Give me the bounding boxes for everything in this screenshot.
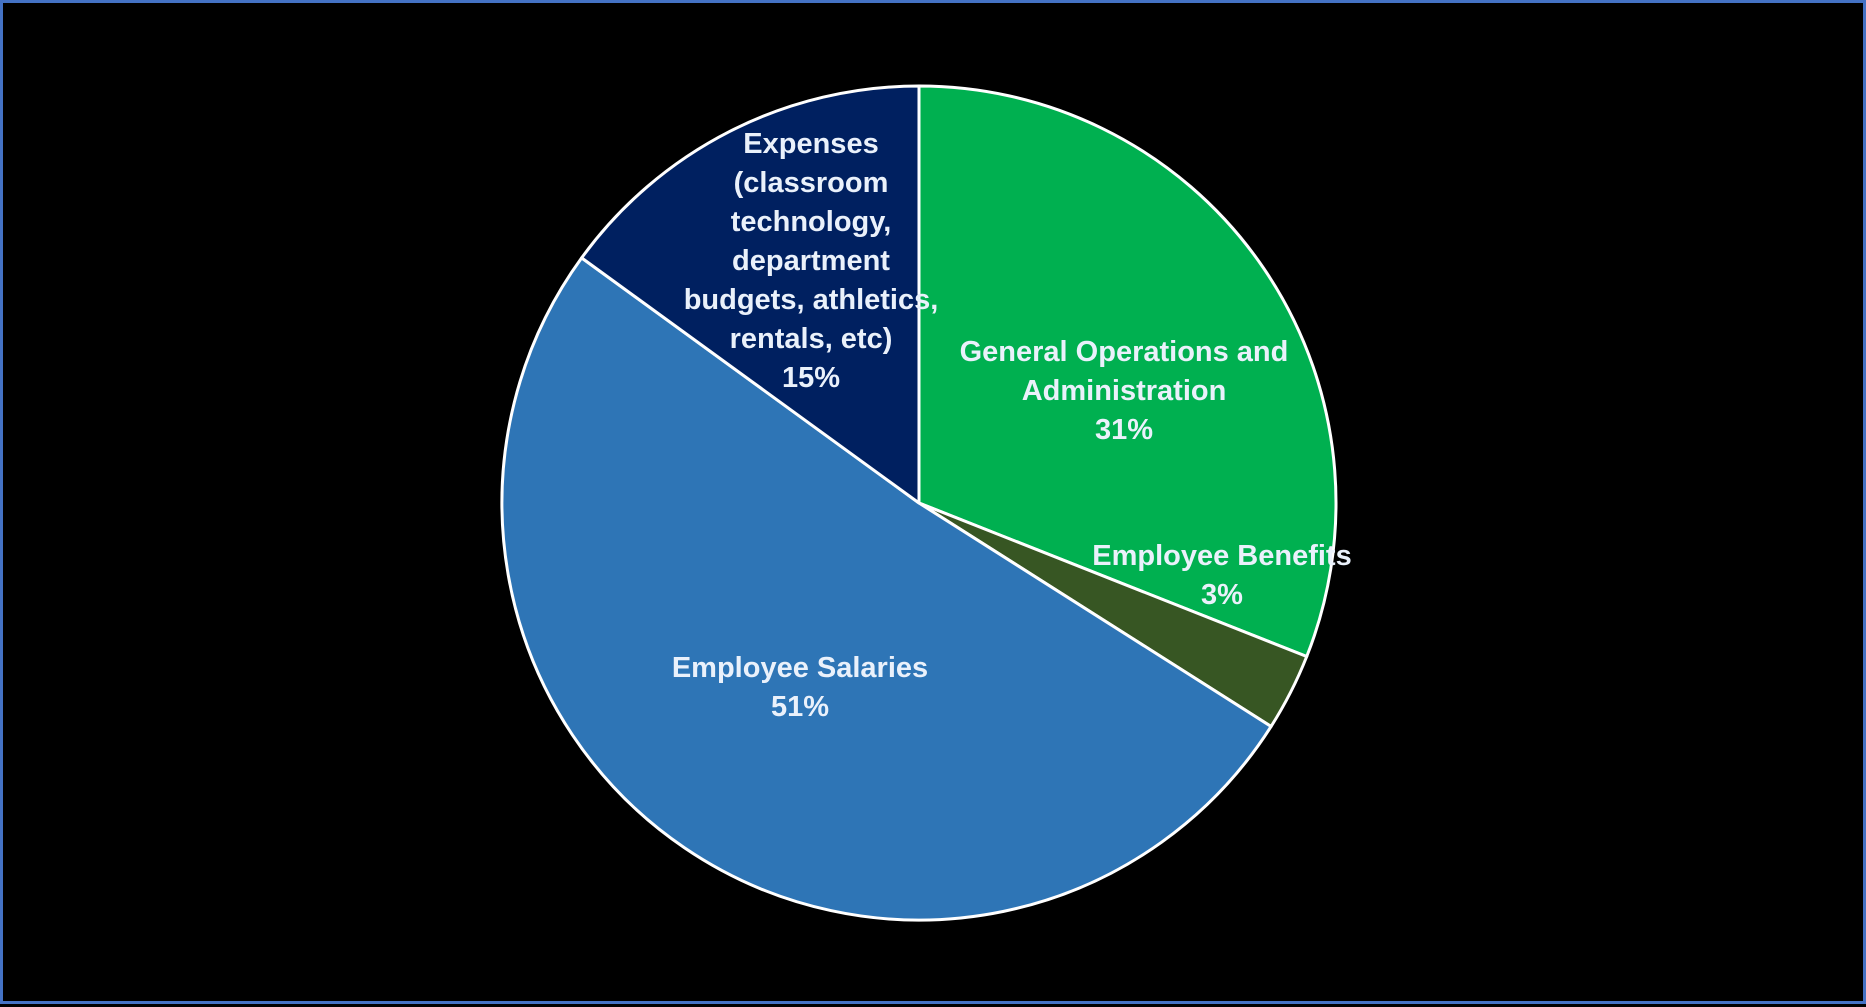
- slice-label-2: Employee Benefits 3%: [1092, 540, 1351, 611]
- pie-slice-3: [500, 256, 1273, 922]
- slice-percent-label: 51%: [771, 691, 829, 723]
- slice-label-1: General Operations and Administration 31%: [960, 336, 1289, 446]
- slice-label-3: Employee Salaries 51%: [672, 652, 928, 723]
- slice-name-label: rentals, etc): [730, 323, 893, 355]
- slice-name-label: Expenses: [743, 128, 878, 160]
- pie-slice-1: [917, 84, 1338, 659]
- pie-labels: General Operations and Administration 31% E…: [672, 128, 1352, 723]
- pie-slice-4: [580, 84, 921, 505]
- slice-name-label: department: [732, 245, 890, 277]
- slice-name-label: Administration: [1022, 375, 1227, 407]
- pie-chart: General Operations and Administration 31% E…: [500, 84, 1352, 922]
- slice-name-label: technology,: [731, 206, 892, 238]
- slice-percent-label: 31%: [1095, 414, 1153, 446]
- slice-label-4: Expenses (classroom technology, department b…: [684, 128, 939, 394]
- slice-name-label: Employee Benefits: [1092, 540, 1351, 572]
- slice-name-label: General Operations and: [960, 336, 1289, 368]
- slice-name-label: (classroom: [734, 167, 889, 199]
- slice-percent-label: 3%: [1201, 579, 1243, 611]
- slice-name-label: budgets, athletics,: [684, 284, 939, 316]
- slice-percent-label: 15%: [782, 362, 840, 394]
- pie-slices: [500, 84, 1338, 922]
- slice-name-label: Employee Salaries: [672, 652, 928, 684]
